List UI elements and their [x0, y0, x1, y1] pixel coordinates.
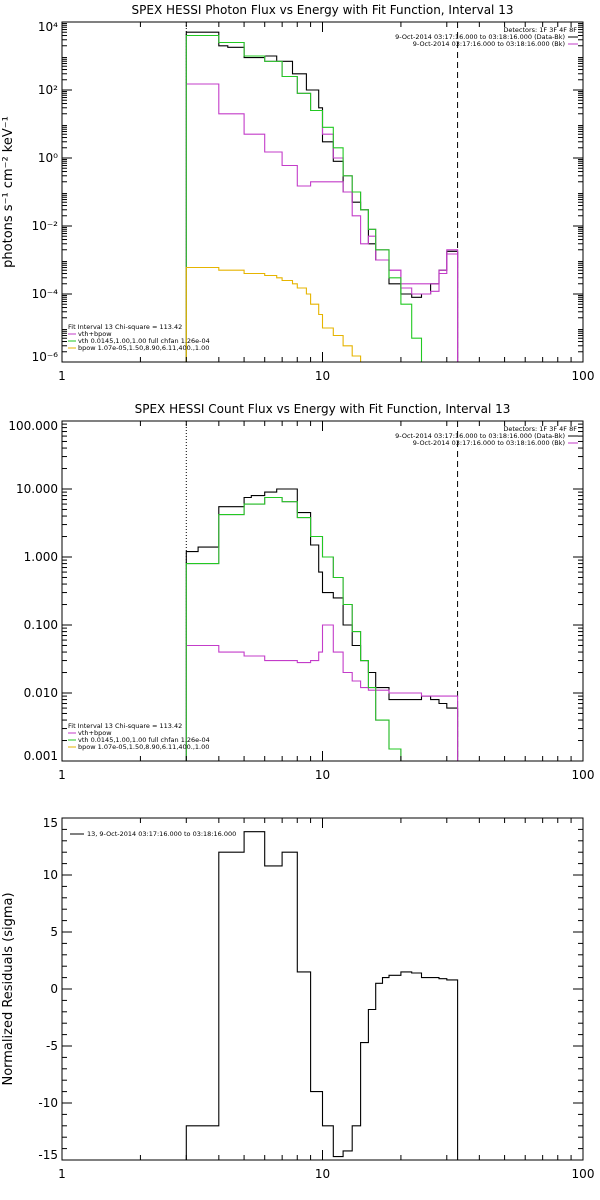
x-tick-label: 100 [572, 1167, 595, 1181]
x-tick-label: 10 [315, 369, 330, 383]
series-5 [185, 266, 369, 362]
legend-fit-entry: vth 0.0145,1.00,1.00 full chfan 1.26e-04 [78, 337, 210, 345]
y-axis-label: photons s⁻¹ cm⁻² keV⁻¹ [1, 116, 16, 268]
series-2 [185, 83, 459, 362]
panel-1: SPEX HESSI Photon Flux vs Energy with Fi… [1, 3, 594, 383]
legend-fit-entry: vth+bpow [78, 330, 112, 338]
series-4 [185, 34, 431, 362]
legend-header: Detectors: 1F 3F 4F 8F [503, 425, 577, 433]
y-tick-label: 10.000 [16, 482, 58, 496]
series-2 [185, 624, 459, 761]
series-4 [185, 496, 402, 761]
y-tick-label: 10⁻⁶ [32, 350, 59, 364]
x-tick-label: 10 [315, 768, 330, 782]
legend-fit-entry: bpow 1.07e-05,1.50,8.90,6.11,400.,1.00 [78, 344, 209, 352]
x-tick-label: 1 [58, 369, 66, 383]
y-axis-label: Normalized Residuals (sigma) [1, 892, 16, 1085]
y-tick-label: 0.100 [24, 618, 58, 632]
plot-frame [61, 21, 584, 363]
panel-3: 1 10 100 -15 -10 -5 0 5 10 15 Normalized Residuals… [1, 816, 594, 1181]
legend-entry: 9-Oct-2014 03:17:16.000 to 03:18:16.000 … [413, 439, 565, 447]
legend-entry: 13, 9-Oct-2014 03:17:16.000 to 03:18:16.… [87, 830, 236, 838]
y-tick-label: 5 [50, 925, 58, 939]
legend-fit-entry: vth+bpow [78, 729, 112, 737]
x-tick-label: 100 [572, 768, 595, 782]
legend-fit-header: Fit Interval 13 Chi-square = 113.42 [68, 722, 182, 730]
legend-entry: 9-Oct-2014 03:17:16.000 to 03:18:16.000 … [395, 33, 565, 41]
legend-fit-entry: vth 0.0145,1.00,1.00 full chfan 1.26e-04 [78, 736, 210, 744]
y-tick-label: 0.010 [24, 686, 58, 700]
plot-area [185, 22, 459, 362]
y-tick-label: -15 [38, 1148, 58, 1162]
y-tick-label: 10⁴ [38, 20, 58, 34]
y-tick-label: 10 [43, 868, 58, 882]
y-tick-label: -5 [46, 1039, 58, 1053]
chart-title: SPEX HESSI Photon Flux vs Energy with Fi… [132, 3, 514, 17]
y-tick-label: 0.001 [24, 749, 58, 763]
series-1 [185, 488, 459, 761]
series-1 [185, 31, 459, 362]
plot-area [185, 421, 459, 761]
legend-header: Detectors: 1F 3F 4F 8F [503, 26, 577, 34]
legend-entry: 9-Oct-2014 03:17:16.000 to 03:18:16.000 … [395, 432, 565, 440]
y-tick-label: 10⁻² [32, 219, 59, 233]
legend-fit-header: Fit Interval 13 Chi-square = 113.42 [68, 323, 182, 331]
y-tick-label: 15 [43, 816, 58, 830]
x-tick-label: 100 [572, 369, 595, 383]
chart-title: SPEX HESSI Count Flux vs Energy with Fit… [135, 402, 511, 416]
x-tick-label: 10 [315, 1167, 330, 1181]
series-3 [185, 34, 459, 362]
x-tick-label: 1 [58, 1167, 66, 1181]
legend-entry: 9-Oct-2014 03:17:16.000 to 03:18:16.000 … [413, 40, 565, 48]
legend-fit-entry: bpow 1.07e-05,1.50,8.90,6.11,400.,1.00 [78, 743, 209, 751]
y-tick-label: 0 [50, 982, 58, 996]
y-tick-label: 10⁻⁴ [32, 287, 59, 301]
x-tick-label: 1 [58, 768, 66, 782]
series-1 [185, 831, 459, 1160]
y-tick-label: 1.000 [24, 550, 58, 564]
y-tick-label: 100.000 [8, 419, 58, 433]
panel-2: SPEX HESSI Count Flux vs Energy with Fit… [8, 402, 594, 782]
y-tick-label: 10⁰ [38, 151, 58, 165]
y-tick-label: -10 [38, 1096, 58, 1110]
y-tick-label: 10² [38, 83, 58, 97]
plot-area [185, 831, 459, 1160]
